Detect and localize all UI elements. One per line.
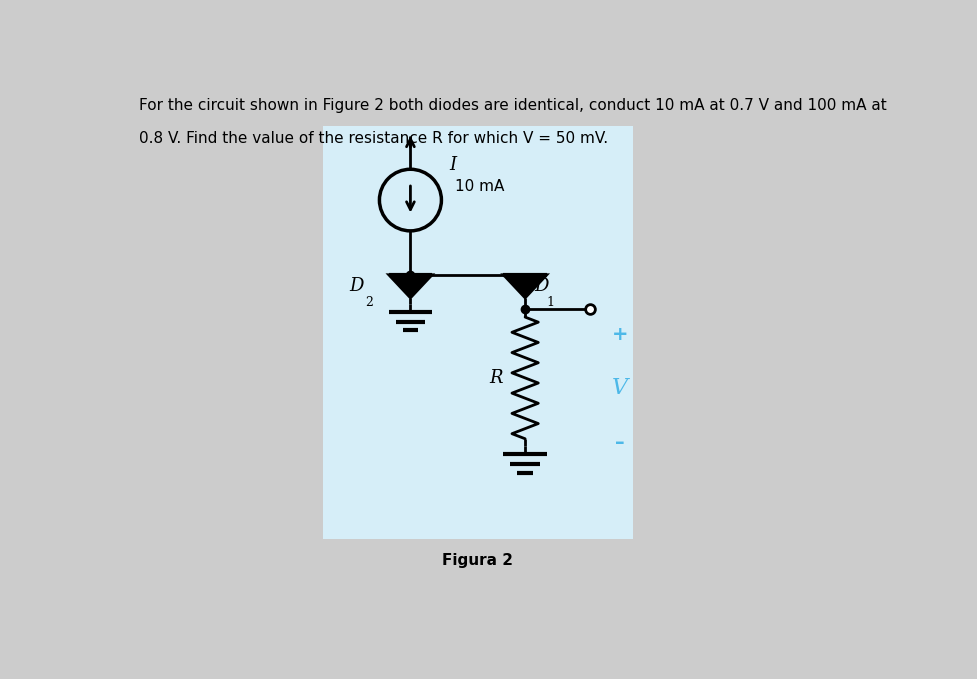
FancyBboxPatch shape: [322, 126, 633, 539]
Text: I: I: [449, 156, 456, 175]
Polygon shape: [503, 275, 547, 298]
Text: 2: 2: [365, 295, 373, 308]
Text: D: D: [534, 277, 549, 295]
Text: +: +: [612, 325, 628, 344]
Text: Figura 2: Figura 2: [443, 553, 514, 568]
Text: For the circuit shown in Figure 2 both diodes are identical, conduct 10 mA at 0.: For the circuit shown in Figure 2 both d…: [139, 98, 887, 113]
Text: R: R: [488, 369, 502, 387]
Text: V: V: [612, 378, 628, 399]
Text: D: D: [350, 277, 363, 295]
Text: –: –: [615, 433, 624, 452]
Polygon shape: [389, 275, 432, 298]
Text: 1: 1: [546, 295, 554, 308]
Text: 0.8 V. Find the value of the resistance R for which V = 50 mV.: 0.8 V. Find the value of the resistance …: [139, 131, 609, 146]
Text: 10 mA: 10 mA: [455, 179, 505, 194]
